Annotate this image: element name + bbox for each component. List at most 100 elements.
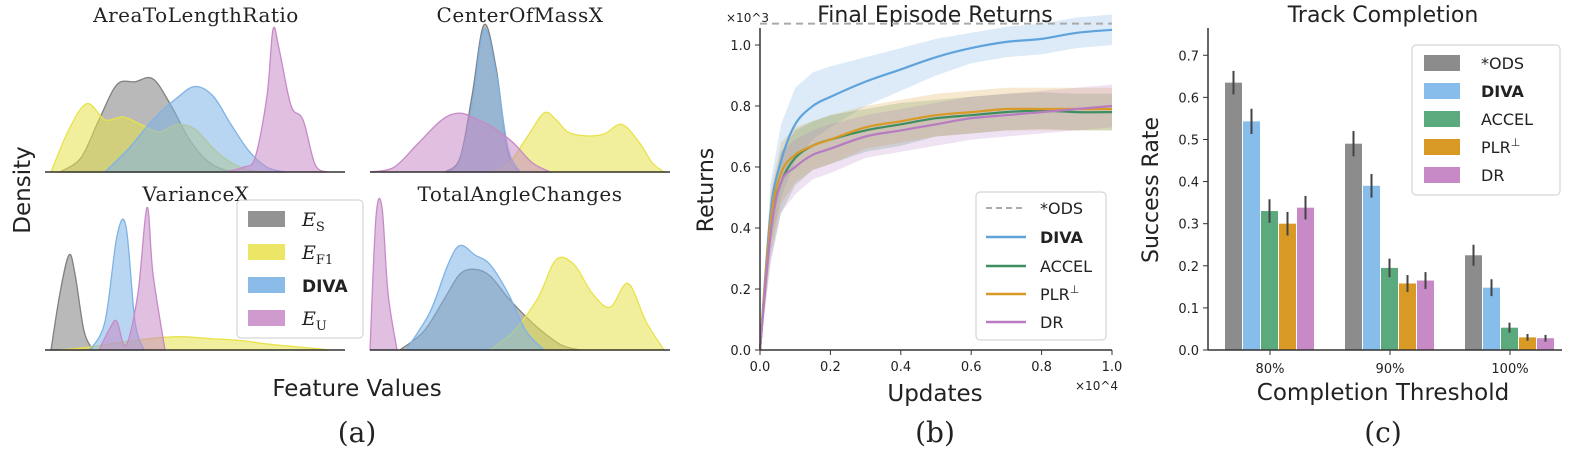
x-tick-label: 90% [1376, 362, 1405, 377]
density-area-e-f1 [489, 111, 666, 173]
density-legend: ES EF1 DIVA EU [236, 199, 364, 339]
x-tick-label: 80% [1256, 362, 1285, 377]
x-tick-label: 0.2 [820, 360, 841, 375]
track-completion-title: Track Completion [1287, 3, 1479, 28]
bar-ods-90 [1345, 143, 1362, 350]
bar-diva-100 [1483, 287, 1500, 350]
legend-swatch-e-s [248, 211, 285, 227]
panel-b-caption: (b) [915, 416, 955, 449]
x-tick-label: 0.4 [890, 360, 911, 375]
legend-swatch-e-u [248, 310, 285, 326]
density-area-e-u [224, 26, 330, 173]
legend-label-diva: DIVA [1481, 82, 1525, 101]
y-tick-label: 0.8 [730, 100, 751, 115]
panel-a-density: AreaToLengthRatio CenterOfMassX Variance… [10, 3, 670, 449]
legend-swatch-diva [1424, 83, 1460, 99]
legend-label-e-s: ES [301, 209, 325, 235]
panel-b-returns: Final Episode Returns ×10^3 ×10^4 Return… [694, 3, 1122, 449]
legend-swatch-dr [1424, 167, 1460, 183]
density-area-e-u [369, 197, 398, 351]
bar-plr-90 [1399, 283, 1416, 350]
y-tick-label: 0.3 [1178, 218, 1199, 233]
track-completion-legend: *ODS DIVA ACCEL PLR⊥ DR [1411, 44, 1561, 196]
x-tick-label: 0.8 [1031, 360, 1052, 375]
y-tick-label: 0.6 [1178, 91, 1199, 106]
bar-accel-100 [1501, 327, 1518, 350]
legend-label-e-f1: EF1 [301, 242, 333, 268]
completion-threshold-axis-label: Completion Threshold [1257, 380, 1509, 406]
legend-swatch-e-f1 [248, 244, 285, 260]
legend-frame [975, 191, 1107, 341]
track-completion-bar-plot: 0.0 0.1 0.2 0.3 0.4 0.5 0.6 0.7 80% 90% 100% [1178, 49, 1554, 377]
bar-ods-80 [1225, 82, 1242, 350]
density-area-e-u [369, 112, 551, 173]
legend-label-plr: PLR⊥ [1481, 136, 1520, 157]
series-line-dr [758, 104, 1113, 351]
bar-dr-90 [1417, 280, 1434, 350]
legend-label-accel: ACCEL [1481, 110, 1533, 129]
kde-plot-variance-x [50, 206, 331, 351]
series-line-plr [758, 107, 1112, 351]
density-area-e-u [97, 206, 166, 351]
y-tick-label: 0.2 [1178, 260, 1199, 275]
bar-accel-80 [1261, 211, 1278, 350]
bar-ods-100 [1465, 255, 1482, 350]
kde-plot-total-angle-changes [369, 197, 666, 351]
bar-plr-100 [1519, 337, 1536, 350]
y-tick-label: 0.6 [730, 161, 751, 176]
subplot-title-total-angle-changes: TotalAngleChanges [418, 182, 623, 206]
updates-axis-label: Updates [887, 381, 982, 407]
legend-label-ods: *ODS [1481, 54, 1524, 73]
bar-accel-90 [1381, 267, 1398, 350]
density-area-e-f1 [488, 256, 666, 351]
x-tick-label: 100% [1491, 362, 1528, 377]
panel-c-track-completion: Track Completion Success Rate Completion… [1139, 3, 1562, 449]
bar-diva-90 [1363, 185, 1380, 350]
x-scale-multiplier: ×10^4 [1075, 379, 1118, 393]
x-tick-label: 0.6 [961, 360, 982, 375]
x-tick-label: 1.0 [1102, 360, 1123, 375]
y-tick-label: 1.0 [730, 39, 751, 54]
legend-frame [236, 199, 364, 339]
y-tick-label: 0.5 [1178, 133, 1199, 148]
y-tick-label: 0.1 [1178, 302, 1199, 317]
legend-label-diva: DIVA [302, 277, 348, 297]
series-line-diva [758, 28, 1113, 351]
legend-swatch-plr [1424, 139, 1460, 155]
confidence-band-diva [760, 14, 1112, 350]
legend-label-dr: DR [1481, 166, 1504, 185]
success-rate-axis-label: Success Rate [1139, 117, 1164, 263]
density-area-diva [404, 244, 546, 351]
subplot-title-center-of-mass-x: CenterOfMassX [437, 3, 604, 27]
legend-swatch-accel [1424, 111, 1460, 127]
returns-axis-label: Returns [694, 148, 719, 232]
subplot-title-variance-x: VarianceX [141, 182, 249, 206]
panel-c-caption: (c) [1364, 416, 1402, 449]
y-tick-label: 0.4 [1178, 176, 1199, 191]
bar-plr-80 [1279, 223, 1296, 350]
returns-legend: *ODS DIVA ACCEL PLR⊥ DR [975, 191, 1107, 341]
kde-plot-center-of-mass-x [369, 23, 666, 173]
legend-label-ods: *ODS [1040, 199, 1083, 218]
x-tick-label: 0.0 [750, 360, 771, 375]
y-tick-label: 0.0 [1178, 344, 1199, 359]
legend-label-e-u: EU [301, 308, 327, 334]
y-tick-label: 0.2 [730, 283, 751, 298]
legend-label-diva: DIVA [1040, 228, 1084, 247]
legend-label-dr: DR [1040, 313, 1063, 332]
confidence-band-accel [760, 92, 1112, 351]
y-scale-multiplier: ×10^3 [726, 11, 769, 25]
subplot-title-area-to-length-ratio: AreaToLengthRatio [92, 3, 299, 27]
legend-label-accel: ACCEL [1040, 257, 1092, 276]
legend-label-plr: PLR⊥ [1040, 283, 1079, 304]
bar-diva-80 [1243, 121, 1260, 350]
feature-values-axis-label: Feature Values [272, 376, 441, 402]
y-tick-label: 0.0 [730, 344, 751, 359]
confidence-band-plr [760, 87, 1112, 350]
bar-dr-80 [1297, 207, 1314, 350]
density-axis-label: Density [10, 146, 36, 233]
density-area-e-s [50, 253, 95, 351]
kde-plot-area-to-length-ratio [50, 26, 330, 173]
legend-frame [1411, 44, 1561, 196]
